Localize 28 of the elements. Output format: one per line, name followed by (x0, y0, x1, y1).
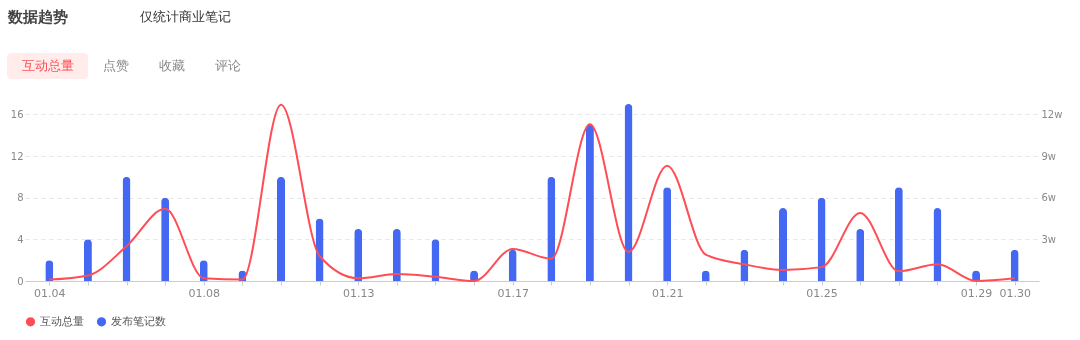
y-tick-label: 0 (17, 275, 24, 287)
text: 点赞 (103, 58, 129, 73)
chart-title: 数据趋势 (7, 8, 68, 26)
y2-tick-label: 6w (1041, 192, 1057, 204)
line-series (48, 103, 1016, 282)
y-tick-label: 4 (17, 233, 24, 245)
text: 评论 (215, 58, 241, 73)
x-tick-label: 01.21 (651, 286, 684, 300)
y2-tick-label: 3w (1041, 233, 1057, 245)
y-tick-label: 8 (17, 192, 24, 204)
legend-label: 发布笔记数 (111, 314, 166, 328)
x-tick-label: 01.17 (497, 286, 529, 300)
x-tick-label: 01.29 (960, 286, 993, 300)
x-tick-label: 01.13 (342, 286, 375, 300)
bar (277, 176, 285, 281)
x-tick-label: 01.08 (188, 286, 221, 300)
text: 互动总量 (22, 58, 74, 73)
text: 收藏 (159, 58, 185, 73)
x-tick-label: 01.30 (999, 286, 1031, 300)
text: 仅统计商业笔记 (140, 9, 231, 24)
y2-tick-label: 9w (1041, 150, 1057, 162)
y2-tick-label: 12w (1041, 108, 1063, 120)
bar (779, 208, 787, 281)
y-tick-label: 12 (10, 150, 24, 162)
legend-label: 互动总量 (40, 314, 84, 328)
x-tick-label: 01.25 (806, 286, 838, 300)
y-tick-label: 16 (10, 108, 24, 120)
x-tick-label: 01.04 (34, 286, 66, 300)
